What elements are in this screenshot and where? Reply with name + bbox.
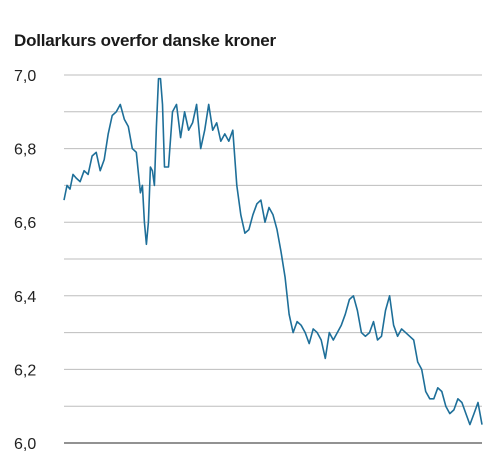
y-axis-ticks: 6,0 6,2 6,4 6,6 6,8 7,0	[14, 68, 36, 453]
chart-title: Dollarkurs overfor danske kroner	[14, 31, 276, 50]
y-tick-label: 6,0	[14, 436, 36, 453]
y-tick-label: 6,6	[14, 215, 36, 232]
y-tick-label: 6,2	[14, 362, 36, 379]
y-tick-label: 6,4	[14, 289, 36, 306]
y-tick-label: 7,0	[14, 68, 36, 85]
gridlines	[64, 74, 482, 407]
y-tick-label: 6,8	[14, 142, 36, 159]
series-line	[63, 77, 483, 426]
